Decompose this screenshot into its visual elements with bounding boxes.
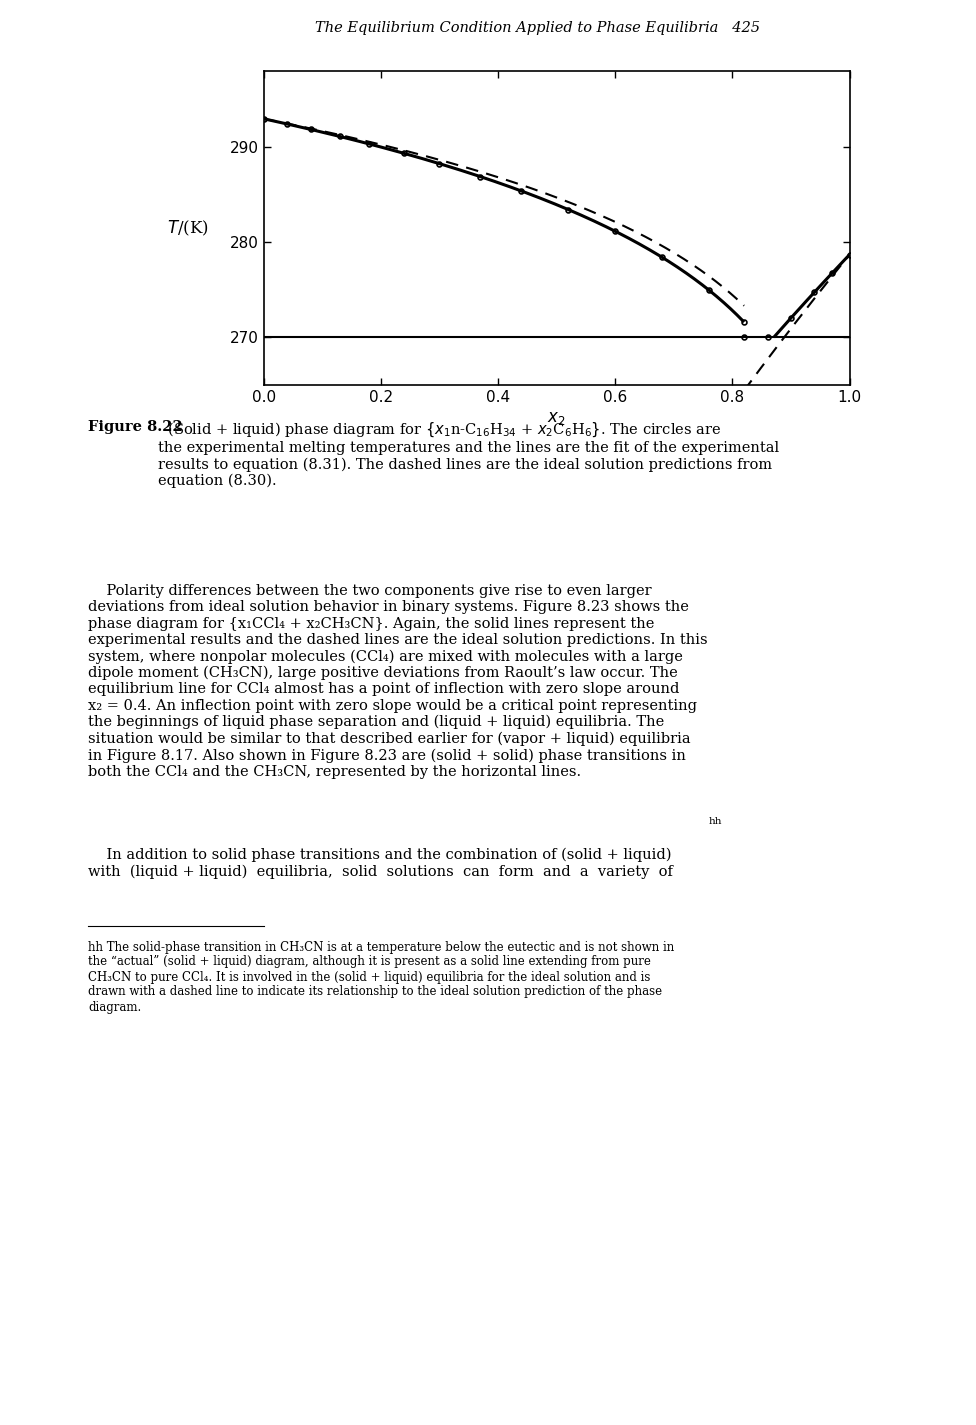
Text: (Solid + liquid) phase diagram for $\{x_1$n-C$_{16}$H$_{34}$ + $x_2$C$_6$H$_6$$\: (Solid + liquid) phase diagram for $\{x_… xyxy=(158,420,779,489)
Text: Polarity differences between the two components give rise to even larger
deviati: Polarity differences between the two com… xyxy=(88,584,708,779)
Text: Figure 8.22: Figure 8.22 xyxy=(88,420,183,435)
X-axis label: $x_2$: $x_2$ xyxy=(548,410,565,428)
Text: In addition to solid phase transitions and the combination of (solid + liquid)
w: In addition to solid phase transitions a… xyxy=(88,848,672,879)
Text: hh The solid-phase transition in CH₃CN is at a temperature below the eutectic an: hh The solid-phase transition in CH₃CN i… xyxy=(88,940,673,1013)
Y-axis label: $T$/(K): $T$/(K) xyxy=(167,218,209,238)
Text: The Equilibrium Condition Applied to Phase Equilibria   425: The Equilibrium Condition Applied to Pha… xyxy=(314,21,759,36)
Text: hh: hh xyxy=(709,817,722,825)
